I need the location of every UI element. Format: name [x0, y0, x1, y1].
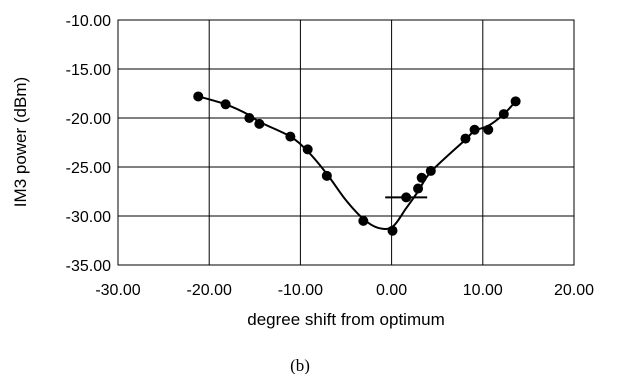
data-point [387, 225, 398, 236]
data-point [413, 183, 424, 194]
y-tick-label: -15.00 [66, 62, 111, 79]
x-tick-label: -10.00 [278, 282, 323, 299]
data-point [220, 99, 231, 110]
x-tick-label: 0.00 [376, 282, 407, 299]
data-point [510, 96, 521, 107]
figure-caption: (b) [290, 356, 310, 374]
x-tick-label: 20.00 [554, 282, 594, 299]
plot-area [117, 19, 575, 266]
data-point [285, 131, 296, 142]
y-tick-label: -20.00 [66, 111, 111, 128]
data-point [302, 144, 313, 155]
y-axis-label: IM3 power (dBm) [11, 77, 30, 207]
data-point [358, 215, 369, 226]
x-axis-ticks: -30.00 -20.00 -10.00 0.00 10.00 20.00 [95, 282, 594, 299]
y-axis-ticks: -10.00 -15.00 -20.00 -25.00 -30.00 -35.00 [66, 13, 111, 275]
x-tick-label: 10.00 [463, 282, 503, 299]
y-tick-label: -35.00 [66, 258, 111, 275]
gridlines [117, 19, 575, 266]
y-tick-label: -25.00 [66, 160, 111, 177]
data-point [193, 91, 204, 102]
data-point [483, 124, 494, 135]
y-tick-label: -10.00 [66, 13, 111, 30]
data-point [254, 118, 265, 129]
data-point [469, 124, 480, 135]
data-point [460, 133, 471, 144]
x-tick-label: -20.00 [187, 282, 232, 299]
x-tick-label: -30.00 [95, 282, 140, 299]
x-axis-label: degree shift from optimum [247, 310, 444, 329]
data-point [416, 172, 427, 183]
data-points [193, 91, 521, 236]
y-tick-label: -30.00 [66, 209, 111, 226]
data-point [244, 113, 255, 123]
data-point [425, 165, 436, 176]
plot-frame [117, 19, 575, 266]
data-point [321, 170, 332, 181]
data-point [401, 192, 412, 203]
data-point [498, 109, 509, 120]
